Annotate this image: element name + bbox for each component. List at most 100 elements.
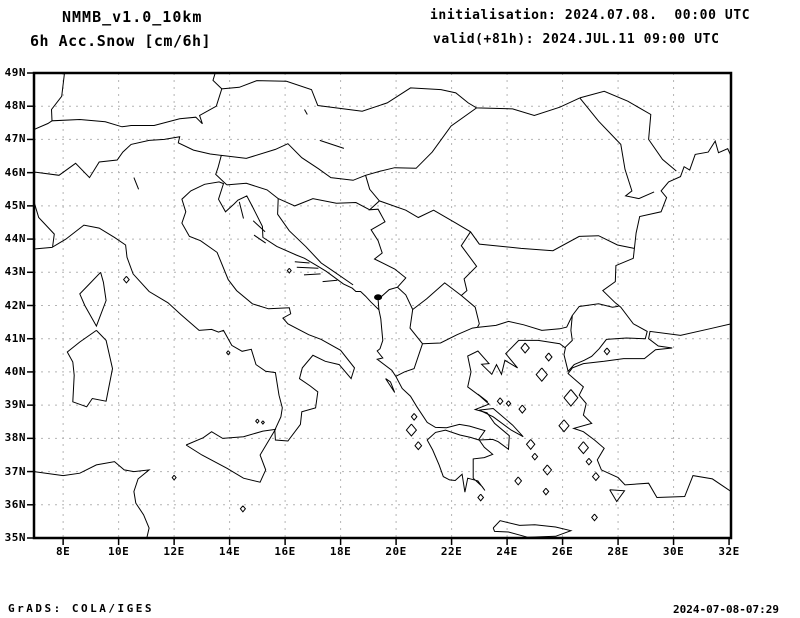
country-border	[226, 182, 279, 199]
country-border	[397, 286, 414, 310]
island	[591, 513, 598, 522]
island-sliver	[296, 266, 319, 269]
country-border	[571, 303, 619, 316]
x-tick-label: 10E	[107, 545, 130, 558]
island	[585, 457, 593, 466]
coastline	[66, 329, 114, 408]
country-border	[412, 282, 462, 310]
model-title: NMMB_v1.0_10km	[62, 8, 203, 26]
y-tick-label: 36N	[4, 497, 26, 511]
x-tick-label: 26E	[551, 545, 574, 558]
coastline	[79, 271, 107, 328]
y-tick-label: 35N	[4, 531, 26, 544]
country-border	[34, 120, 53, 130]
coastline	[567, 323, 731, 499]
country-border	[395, 343, 423, 377]
island	[410, 413, 418, 421]
island	[505, 400, 512, 407]
island-sliver	[304, 109, 308, 115]
coastline	[609, 489, 626, 503]
island	[542, 487, 550, 496]
coastline	[385, 378, 396, 393]
country-border	[221, 107, 477, 181]
x-tick-label: 16E	[274, 545, 296, 558]
y-tick-label: 43N	[4, 265, 26, 279]
country-border	[50, 73, 581, 128]
y-tick-label: 49N	[4, 66, 26, 79]
island	[477, 493, 485, 502]
island	[260, 420, 265, 425]
x-tick-label: 8E	[56, 545, 71, 558]
island	[558, 419, 570, 433]
island	[542, 464, 553, 476]
y-tick-label: 40N	[4, 364, 26, 378]
y-tick-label: 37N	[4, 464, 26, 478]
island-sliver	[133, 177, 140, 190]
y-tick-label: 38N	[4, 431, 26, 445]
island	[255, 418, 260, 424]
y-tick-label: 46N	[4, 165, 26, 179]
lake-filled	[374, 294, 383, 301]
y-tick-label: 48N	[4, 99, 26, 113]
x-tick-label: 20E	[385, 545, 407, 558]
island-sliver	[252, 220, 266, 233]
island-sliver	[253, 234, 266, 244]
island	[514, 476, 523, 486]
coastline	[492, 520, 573, 538]
island	[591, 472, 600, 482]
coastline	[34, 139, 731, 493]
island	[525, 439, 536, 451]
x-tick-label: 28E	[607, 545, 629, 558]
island	[520, 342, 530, 354]
island	[563, 389, 579, 407]
island	[122, 275, 130, 284]
country-border	[365, 175, 407, 310]
map-lines	[34, 73, 731, 538]
island	[544, 352, 553, 362]
island	[405, 423, 418, 437]
country-border	[34, 201, 55, 247]
island	[171, 474, 177, 481]
island	[518, 404, 527, 414]
country-border	[579, 90, 677, 172]
axis-ticks	[27, 72, 730, 545]
country-border	[212, 73, 223, 90]
island	[577, 441, 590, 455]
coastline	[185, 428, 277, 483]
country-border	[409, 309, 478, 345]
initialisation-text: initialisation: 2024.07.08. 00:00 UTC	[430, 8, 751, 23]
country-border	[460, 231, 480, 328]
island	[286, 267, 292, 274]
y-tick-label: 41N	[4, 331, 26, 345]
country-border	[379, 200, 635, 252]
island	[414, 441, 423, 451]
y-tick-label: 45N	[4, 198, 26, 212]
island	[496, 397, 504, 406]
valid-time-text: valid(+81h): 2024.JUL.11 09:00 UTC	[433, 32, 720, 47]
grads-credit: GrADS: COLA/IGES	[8, 602, 154, 615]
y-tick-label: 42N	[4, 298, 26, 312]
y-tick-label: 44N	[4, 232, 26, 246]
x-tick-label: 30E	[662, 545, 685, 558]
x-tick-label: 12E	[163, 545, 185, 558]
island	[531, 452, 539, 461]
island	[239, 505, 247, 513]
x-tick-label: 18E	[329, 545, 352, 558]
country-border	[277, 198, 370, 211]
country-border	[579, 97, 655, 200]
x-tick-label: 32E	[718, 545, 740, 558]
island-sliver	[322, 279, 338, 283]
x-tick-label: 22E	[440, 545, 463, 558]
island-sliver	[238, 201, 244, 219]
country-border	[34, 136, 228, 186]
y-tick-label: 47N	[4, 132, 26, 146]
field-title: 6h Acc.Snow [cm/6h]	[30, 32, 212, 50]
island-sliver	[294, 261, 310, 264]
country-border	[277, 198, 354, 286]
country-border	[564, 315, 573, 349]
x-tick-label: 24E	[496, 545, 518, 558]
creation-timestamp: 2024-07-08-07:29	[673, 603, 779, 616]
